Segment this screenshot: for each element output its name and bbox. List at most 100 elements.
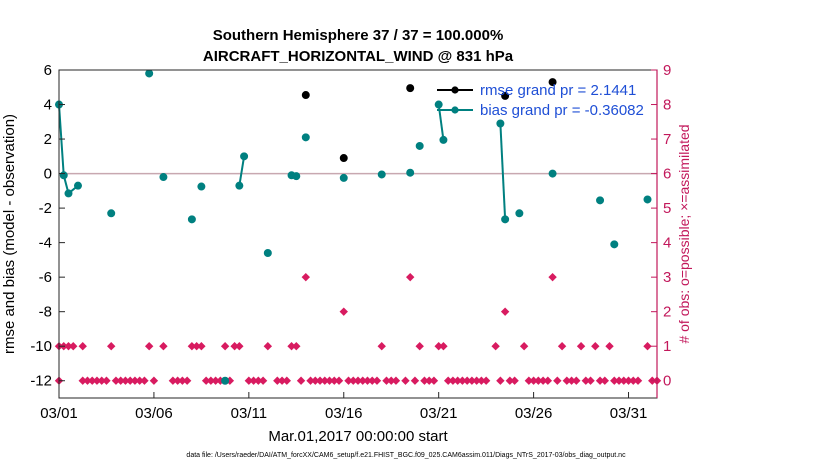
- obs-count-marker: [339, 307, 348, 316]
- obs-count-marker: [330, 376, 339, 385]
- y-tick-label-right: 7: [663, 131, 671, 148]
- obs-count-marker: [524, 376, 534, 385]
- bias-point: [59, 171, 68, 180]
- obs-count-marker: [192, 342, 201, 351]
- obs-count-marker: [387, 376, 396, 385]
- bias-point: [64, 189, 73, 198]
- obs-count-marker: [572, 376, 581, 385]
- obs-count-marker: [614, 376, 624, 385]
- obs-count-marker: [320, 376, 329, 385]
- obs-count-marker: [462, 376, 472, 385]
- obs-count-marker: [78, 342, 87, 351]
- obs-count-marker: [306, 376, 315, 385]
- obs-count-marker: [282, 376, 292, 385]
- obs-count-marker: [424, 376, 434, 385]
- chart-subtitle: AIRCRAFT_HORIZONTAL_WIND @ 831 hPa: [203, 48, 514, 65]
- obs-count-marker: [173, 376, 182, 385]
- obs-count-marker: [353, 376, 363, 385]
- y-tick-label-right: 0: [663, 373, 671, 390]
- obs-count-marker: [368, 376, 377, 385]
- x-axis-label: Mar.01,2017 00:00:00 start: [268, 428, 448, 445]
- y-tick-label-right: 6: [663, 166, 671, 183]
- obs-count-marker: [287, 342, 296, 351]
- obs-count-marker: [543, 376, 553, 385]
- y-tick-label-right: 3: [663, 269, 671, 286]
- bias-point: [439, 135, 448, 144]
- obs-count-marker: [102, 376, 111, 385]
- obs-count-marker: [201, 376, 211, 385]
- legend-label: bias grand pr = -0.36082: [480, 102, 644, 119]
- obs-count-marker: [481, 376, 491, 385]
- bias-point: [187, 215, 196, 224]
- obs-count-marker: [415, 342, 424, 351]
- obs-count-marker: [534, 376, 543, 385]
- obs-count-marker: [586, 376, 595, 385]
- obs-count-marker: [244, 376, 254, 385]
- obs-count-marker: [633, 376, 643, 385]
- y-tick-label: -2: [39, 200, 52, 217]
- obs-count-marker: [292, 342, 301, 351]
- obs-count-marker: [576, 342, 586, 351]
- y-tick-label: -10: [30, 338, 52, 355]
- bias-point: [610, 240, 619, 249]
- bias-point: [73, 181, 82, 190]
- x-tick-label: 03/16: [325, 405, 363, 422]
- bias-point: [339, 173, 348, 182]
- y-tick-label: -4: [39, 235, 52, 252]
- bias-point: [292, 172, 301, 181]
- obs-count-marker: [301, 272, 310, 282]
- x-tick-label: 03/11: [231, 405, 267, 422]
- obs-count-marker: [83, 376, 92, 385]
- obs-count-marker: [538, 376, 548, 385]
- rmse-point: [548, 78, 557, 87]
- obs-count-marker: [235, 342, 244, 351]
- y-axis-label-right: # of obs: o=possible; ×=assimilated: [676, 124, 692, 343]
- bias-point: [643, 195, 652, 204]
- obs-count-marker: [296, 376, 306, 385]
- obs-count-marker: [78, 376, 87, 385]
- obs-count-marker: [358, 376, 367, 385]
- obs-count-marker: [64, 342, 73, 351]
- y-tick-label-right: 8: [663, 97, 671, 114]
- obs-count-marker: [443, 376, 453, 385]
- bias-point: [107, 209, 116, 218]
- obs-count-marker: [382, 376, 391, 385]
- y-tick-label: 4: [44, 97, 52, 114]
- obs-count-marker: [500, 307, 510, 316]
- legend-marker: [451, 86, 459, 94]
- bias-point: [406, 168, 415, 177]
- obs-count-marker: [477, 376, 486, 385]
- bias-point: [159, 173, 168, 182]
- obs-count-marker: [254, 376, 263, 385]
- bias-line: [58, 104, 79, 196]
- obs-count-marker: [567, 376, 576, 385]
- obs-count-marker: [605, 342, 614, 351]
- obs-count-marker: [121, 376, 130, 385]
- bias-point: [501, 215, 510, 224]
- bias-point: [240, 152, 249, 161]
- y-tick-label-right: 4: [663, 235, 671, 252]
- y-tick-label: -6: [39, 269, 52, 286]
- series-points: [55, 69, 652, 385]
- obs-count-marker: [149, 376, 159, 385]
- bias-point: [145, 69, 154, 78]
- obs-count-marker: [273, 376, 282, 385]
- rmse-point: [501, 91, 510, 100]
- obs-count-marker: [363, 376, 372, 385]
- obs-count-marker: [125, 376, 135, 385]
- obs-count-marker: [505, 376, 515, 385]
- obs-count-marker: [111, 376, 121, 385]
- obs-count-marker: [496, 376, 505, 385]
- bias-point: [301, 133, 310, 142]
- bias-point: [434, 100, 443, 109]
- obs-count-marker: [334, 376, 344, 385]
- obs-count-marker: [434, 342, 443, 351]
- obs-count-marker: [467, 376, 477, 385]
- y-tick-label-right: 2: [663, 304, 671, 321]
- obs-count-marker: [595, 376, 605, 385]
- bias-point: [515, 209, 524, 218]
- bias-point: [596, 196, 605, 205]
- rmse-point: [406, 84, 415, 93]
- y-tick-label-right: 1: [663, 338, 671, 355]
